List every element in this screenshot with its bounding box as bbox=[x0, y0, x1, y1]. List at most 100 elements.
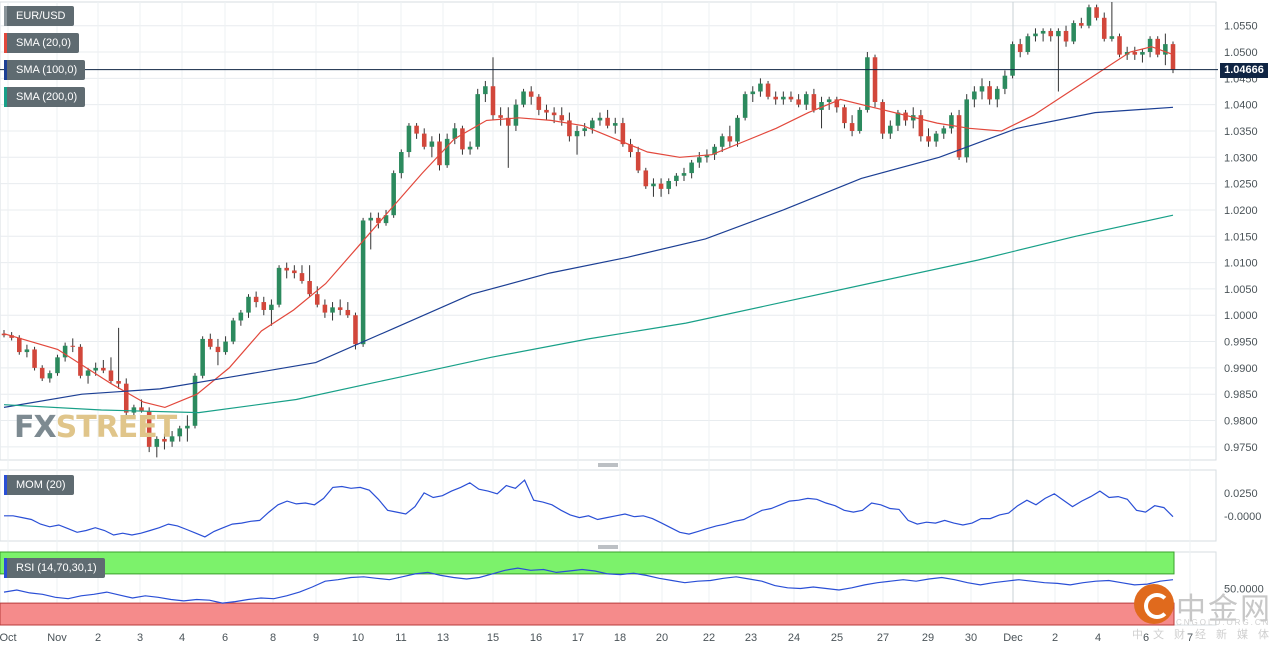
rsi-y-tick-label: 50.0000 bbox=[1224, 584, 1264, 596]
sma20-badge-bar bbox=[4, 33, 7, 53]
candle-up bbox=[590, 120, 595, 129]
candle-down bbox=[208, 338, 213, 347]
y-tick-label: 1.0200 bbox=[1224, 205, 1258, 217]
candle-up bbox=[1163, 44, 1168, 55]
x-tick-label: 20 bbox=[656, 632, 668, 644]
candle-up bbox=[55, 357, 60, 374]
rsi-overbought-zone bbox=[0, 551, 1175, 575]
candle-down bbox=[727, 136, 733, 142]
symbol-badge-bar bbox=[4, 6, 7, 26]
y-tick-label: 1.0300 bbox=[1224, 152, 1258, 164]
candle-down bbox=[773, 96, 778, 100]
candle-down bbox=[658, 183, 664, 189]
candle-up bbox=[238, 312, 244, 321]
candle-down bbox=[544, 109, 549, 113]
candle-down bbox=[880, 102, 885, 134]
candle-down bbox=[551, 112, 557, 116]
x-tick-label: 6 bbox=[222, 632, 228, 644]
candle-up bbox=[582, 128, 587, 131]
candle-up bbox=[712, 146, 717, 155]
candle-down bbox=[1094, 7, 1099, 18]
candle-up bbox=[681, 173, 687, 176]
sma100-badge[interactable]: SMA (100,0) bbox=[4, 60, 86, 80]
candle-down bbox=[307, 281, 312, 295]
candle-up bbox=[1002, 75, 1008, 89]
candle-down bbox=[1048, 30, 1054, 37]
candle-down bbox=[253, 296, 259, 303]
candle-up bbox=[169, 436, 175, 442]
x-tick-label: Oct bbox=[0, 632, 17, 644]
candle-up bbox=[368, 217, 374, 221]
candle-down bbox=[528, 91, 534, 97]
candle-down bbox=[437, 141, 442, 166]
candle-up bbox=[697, 157, 702, 163]
candle-up bbox=[758, 83, 763, 92]
mom-badge[interactable]: MOM (20) bbox=[4, 475, 74, 495]
candle-down bbox=[322, 304, 328, 313]
x-tick-label: 2 bbox=[95, 632, 101, 644]
candle-up bbox=[888, 125, 893, 134]
candle-down bbox=[32, 349, 37, 368]
x-tick-label: 10 bbox=[352, 632, 364, 644]
candle-down bbox=[628, 144, 633, 153]
candle-down bbox=[834, 99, 840, 108]
candle-up bbox=[429, 141, 435, 147]
y-tick-label: 1.0400 bbox=[1224, 100, 1258, 112]
candle-up bbox=[513, 104, 519, 126]
x-tick-label: 2 bbox=[1052, 632, 1058, 644]
candle-up bbox=[230, 320, 236, 342]
symbol-badge[interactable]: EUR/USD bbox=[4, 6, 74, 26]
candle-up bbox=[269, 304, 274, 310]
candle-down bbox=[376, 217, 381, 224]
candle-up bbox=[1086, 7, 1092, 26]
candle-up bbox=[719, 136, 725, 147]
candle-down bbox=[987, 86, 992, 100]
candle-up bbox=[1147, 38, 1153, 53]
candle-down bbox=[872, 57, 878, 103]
x-tick-label: 4 bbox=[179, 632, 185, 644]
candle-up bbox=[1109, 36, 1115, 39]
candle-up bbox=[85, 370, 91, 376]
y-tick-label: 1.0150 bbox=[1224, 231, 1258, 243]
candle-down bbox=[116, 381, 121, 384]
y-tick-label: 0.9750 bbox=[1224, 442, 1258, 454]
candle-down bbox=[1132, 52, 1138, 55]
candle-down bbox=[903, 112, 908, 121]
y-tick-label: 0.9850 bbox=[1224, 389, 1258, 401]
candle-up bbox=[574, 130, 580, 137]
x-tick-label: 23 bbox=[745, 632, 757, 644]
candle-down bbox=[78, 346, 83, 376]
candle-up bbox=[62, 345, 68, 358]
sma20-line bbox=[3, 46, 1174, 409]
y-tick-label: 1.0250 bbox=[1224, 179, 1258, 191]
candle-down bbox=[421, 133, 427, 147]
rsi-badge-bar bbox=[4, 558, 7, 578]
candle-up bbox=[330, 307, 335, 313]
candle-down bbox=[215, 346, 221, 353]
sma200-badge[interactable]: SMA (200,0) bbox=[4, 87, 86, 107]
x-tick-label: 24 bbox=[788, 632, 800, 644]
candle-down bbox=[1170, 44, 1176, 70]
candle-down bbox=[284, 267, 289, 271]
candle-down bbox=[414, 125, 419, 134]
candle-up bbox=[1025, 36, 1031, 53]
rsi-oversold-zone bbox=[0, 602, 1175, 626]
candle-down bbox=[1017, 44, 1023, 53]
rsi-badge[interactable]: RSI (14,70,30,1) bbox=[4, 558, 105, 578]
candle-down bbox=[1, 333, 7, 336]
y-tick-label: 0.9800 bbox=[1224, 416, 1258, 428]
candle-up bbox=[1056, 30, 1061, 37]
candle-up bbox=[674, 175, 679, 181]
sma20-badge[interactable]: SMA (20,0) bbox=[4, 33, 80, 53]
x-tick-label: 30 bbox=[965, 632, 977, 644]
candle-down bbox=[498, 115, 503, 118]
candle-up bbox=[865, 57, 870, 110]
x-tick-label: 17 bbox=[572, 632, 584, 644]
candle-up bbox=[1033, 33, 1038, 37]
candle-up bbox=[994, 88, 1000, 100]
candle-up bbox=[1071, 23, 1076, 42]
candle-down bbox=[17, 337, 22, 353]
candle-down bbox=[505, 117, 511, 126]
